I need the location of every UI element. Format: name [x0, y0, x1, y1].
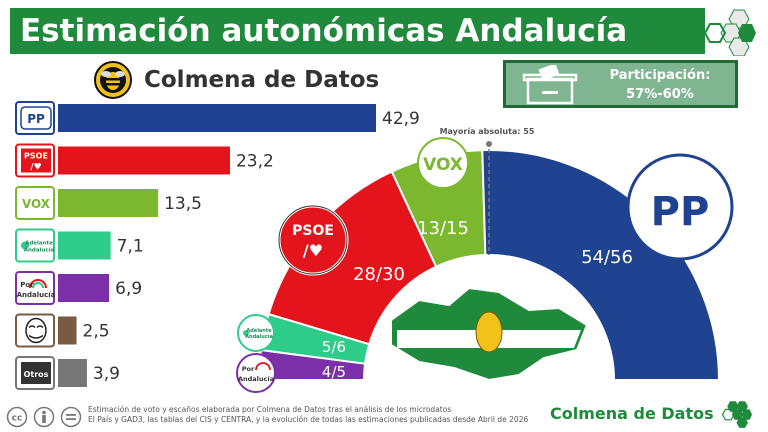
bar-row: VOX 13,5 [15, 186, 202, 220]
seat-label: 5/6 [322, 338, 346, 356]
pp-badge-icon: PP [626, 153, 734, 261]
bar-row: Otros 3,9 [15, 356, 120, 390]
bar-value-label: 13,5 [164, 194, 202, 214]
bar-value-label: 7,1 [117, 237, 144, 257]
seat-arc-pp [481, 149, 721, 381]
svg-text:PP: PP [651, 189, 710, 235]
bee-logo-icon [94, 61, 132, 99]
svg-text:Otros: Otros [24, 370, 49, 379]
svg-text:Adelante: Adelante [246, 328, 272, 334]
cc-icon: cc [6, 406, 28, 428]
bar-value-label: 6,9 [115, 279, 142, 299]
footer-line-1: Estimación de voto y escaños elaborada p… [88, 405, 452, 414]
footer-brand: Colmena de Datos [550, 404, 714, 423]
svg-text:Andalucía: Andalucía [17, 291, 56, 299]
por-andalucia-badge-icon: Por Andalucía [236, 353, 276, 393]
ballot-box-icon [522, 65, 578, 105]
svg-text:Andalucía: Andalucía [245, 333, 273, 340]
pp-logo-icon: PP [15, 101, 55, 135]
bar-row: PSOE /♥ 23,2 [15, 143, 274, 178]
bar [58, 231, 111, 260]
seat-label: 13/15 [417, 218, 469, 239]
bar [58, 274, 110, 302]
svg-text:PP: PP [27, 112, 45, 126]
otros-logo-icon: Otros [15, 356, 55, 390]
bar-value-label: 23,2 [236, 152, 274, 172]
turnout-label: Participación: [609, 68, 711, 83]
vox-logo-icon: VOX [15, 186, 55, 220]
svg-text:Adelante: Adelante [25, 241, 53, 247]
svg-text:cc: cc [12, 414, 23, 424]
turnout-value: 57%-60% [626, 87, 694, 102]
majority-marker [486, 141, 492, 255]
por-andalucia-logo-icon: Por Andalucía [15, 271, 56, 305]
bar [58, 316, 77, 345]
footer-note: Estimación de voto y escaños elaborada p… [88, 405, 538, 425]
bar [58, 359, 87, 387]
brand-name: Colmena de Datos [144, 67, 380, 93]
majority-label: Mayoría absoluta: 55 [440, 127, 535, 136]
svg-text:PSOE: PSOE [292, 223, 334, 239]
footer-line-2: El País y GAD3, las tablas del CIS y CEN… [88, 415, 529, 424]
turnout-box: Participación: 57%-60% [503, 60, 738, 108]
hexagon-logo-icon [722, 401, 752, 428]
andalucia-map-icon [390, 286, 589, 382]
svg-text:VOX: VOX [423, 155, 463, 175]
by-icon [33, 406, 55, 428]
license-icons: cc [6, 406, 82, 428]
bar-value-label: 2,5 [83, 322, 110, 342]
nd-icon [60, 406, 82, 428]
svg-text:Andalucía: Andalucía [238, 375, 274, 383]
bar-row: PP 42,9 [15, 101, 420, 135]
svg-text:Por: Por [242, 365, 255, 373]
svg-text:/♥: /♥ [303, 241, 323, 260]
svg-text:PSOE: PSOE [24, 152, 48, 161]
bar-value-label: 42,9 [382, 109, 420, 129]
psoe-logo-icon: PSOE /♥ [15, 143, 55, 178]
vox-badge-icon: VOX [417, 137, 469, 189]
bar-row: Por Andalucía 6,9 [15, 271, 142, 305]
mask-logo-icon [15, 313, 55, 348]
bar-value-label: 3,9 [93, 364, 120, 384]
seat-label: 28/30 [353, 264, 405, 285]
page-title: Estimación autonómicas Andalucía [10, 8, 705, 54]
bar-row: 2,5 [15, 313, 110, 348]
svg-text:/♥: /♥ [30, 163, 41, 173]
bar [58, 189, 159, 217]
svg-text:Andalucía: Andalucía [24, 247, 55, 254]
svg-text:VOX: VOX [22, 197, 51, 211]
seat-label: 4/5 [322, 363, 346, 381]
bar [58, 146, 230, 175]
bar [58, 104, 376, 132]
psoe-badge-icon: PSOE /♥ [277, 204, 349, 276]
seat-label: 54/56 [581, 247, 633, 268]
svg-text:Por: Por [20, 281, 34, 289]
hexagon-logo-icon [704, 9, 756, 56]
brand-header: Colmena de Datos [94, 60, 379, 100]
